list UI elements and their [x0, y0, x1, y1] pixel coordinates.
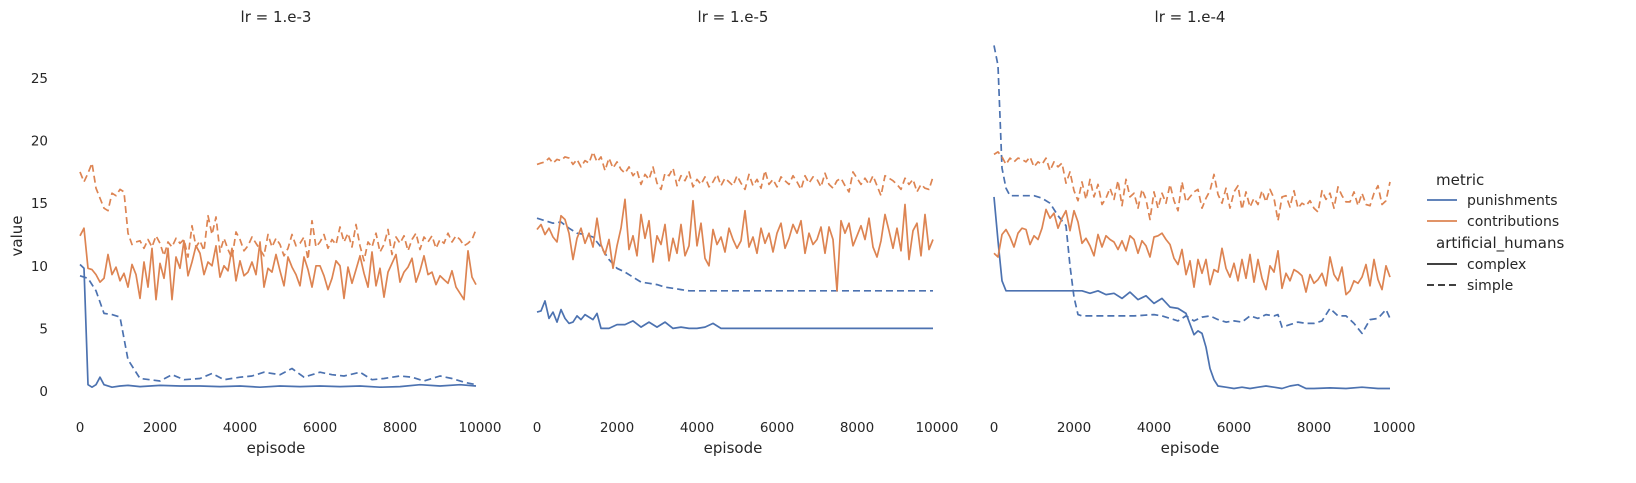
x-tick-label: 2000 [600, 420, 634, 436]
x-tick-label: 10000 [459, 420, 502, 436]
x-tick-label: 4000 [1137, 420, 1171, 436]
y-tick-label: 0 [39, 384, 48, 400]
legend-label: simple [1467, 278, 1513, 294]
x-tick-label: 6000 [303, 420, 337, 436]
legend-label: complex [1467, 257, 1526, 273]
x-tick-label: 2000 [143, 420, 177, 436]
series-line-punishments-complex [536, 300, 933, 330]
panel-title: lr = 1.e-5 [698, 8, 769, 26]
legend-hue-title: metric [1436, 171, 1484, 189]
series-line-punishments-complex [79, 263, 477, 389]
x-tick-label: 4000 [680, 420, 714, 436]
x-tick-label: 6000 [760, 420, 794, 436]
x-tick-label: 0 [990, 420, 999, 436]
series-line-contributions-simple [536, 151, 934, 197]
x-tick-label: 8000 [383, 420, 417, 436]
y-tick-label: 25 [31, 71, 48, 87]
y-axis-label: value [8, 216, 26, 257]
x-tick-label: 2000 [1057, 420, 1091, 436]
y-tick-label: 20 [31, 134, 48, 150]
legend-label: contributions [1467, 214, 1559, 230]
y-tick-label: 10 [31, 259, 48, 275]
x-tick-label: 10000 [1373, 420, 1416, 436]
series-line-contributions-simple [79, 162, 477, 262]
x-tick-label: 0 [533, 420, 542, 436]
panel-title: lr = 1.e-4 [1155, 8, 1226, 26]
facet-panel: lr = 1.e-3 0 2000 4000 6000 8000 10000 episode 0… [31, 8, 502, 457]
legend: metric punishments contributions artificial… [1427, 171, 1564, 294]
facet-panel: lr = 1.e-5 0 2000 4000 6000 8000 10000 episode [533, 8, 959, 457]
series-line-contributions-complex [79, 227, 477, 301]
y-tick-label: 15 [31, 196, 48, 212]
series-line-punishments-complex [993, 196, 1390, 390]
panel-title: lr = 1.e-3 [241, 8, 312, 26]
facet-panels: lr = 1.e-30 2000 4000 6000 8000 10000episode0… [31, 8, 1416, 457]
series-line-punishments-simple [536, 217, 933, 292]
legend-style-title: artificial_humans [1436, 234, 1564, 253]
series-line-punishments-simple [79, 274, 477, 386]
x-tick-label: 8000 [1297, 420, 1331, 436]
y-tick-label: 5 [39, 321, 48, 337]
series-line-contributions-complex [993, 208, 1391, 296]
facet-panel: lr = 1.e-4 0 2000 4000 6000 8000 10000 episode [990, 8, 1416, 457]
x-tick-label: 8000 [840, 420, 874, 436]
series-line-contributions-complex [536, 198, 934, 292]
x-tick-label: 4000 [223, 420, 257, 436]
x-axis-label: episode [247, 439, 306, 457]
series-line-contributions-simple [993, 151, 1391, 222]
x-tick-label: 6000 [1217, 420, 1251, 436]
x-axis-label: episode [1161, 439, 1220, 457]
x-tick-label: 10000 [916, 420, 959, 436]
series-line-punishments-simple [993, 45, 1391, 335]
x-tick-label: 0 [76, 420, 85, 436]
legend-label: punishments [1467, 193, 1558, 209]
x-axis-label: episode [704, 439, 763, 457]
